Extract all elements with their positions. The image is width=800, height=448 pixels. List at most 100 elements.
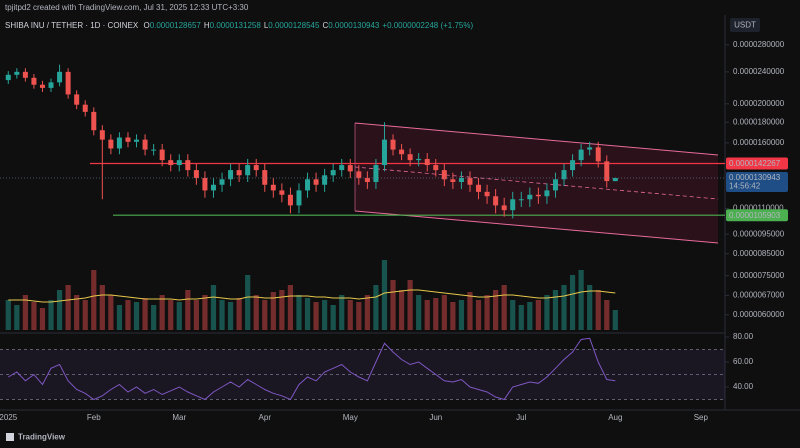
last-price-label: 0.0000130943 [729,173,781,182]
volume-bar [14,305,20,330]
price-tag [726,209,788,222]
volume-bar [304,298,311,330]
volume-bar [339,295,345,330]
candle-body [364,177,370,182]
x-tick-label: Apr [259,413,272,422]
candle-body [142,139,148,150]
candle-body [407,154,413,161]
volume-bar [313,302,319,330]
candle-body [99,130,105,140]
channel-mid [354,166,719,200]
price-tag-label: 0.0000142267 [729,159,781,168]
volume-bar [612,310,618,330]
ohlc-label: L [263,21,269,30]
title: SHIBA INU / TETHER · 1D · COINEX [5,21,139,30]
candle-body [587,147,593,150]
volume-ma [8,289,616,303]
volume-bar [168,300,174,330]
candle-body [339,165,345,171]
x-tick-label: Mar [172,413,186,422]
volume-bar [407,280,413,330]
candle-body [493,196,499,206]
volume-bar [5,300,11,330]
volume-bar [125,300,131,330]
volume-bar [108,295,114,330]
candle-body [210,184,216,191]
volume-bar [604,300,610,330]
x-tick-label: Jun [429,413,442,422]
y-tick-label: 0.0000110000 [733,204,784,213]
ohlc-label: C [322,21,329,30]
volume-bar [433,298,439,330]
currency-box[interactable] [730,18,760,32]
y-tick-label: 0.0000067000 [733,291,785,300]
volume-bar [210,285,217,330]
x-tick-label: 2025 [0,413,18,422]
candle-body [330,170,336,176]
candle-body [296,190,302,206]
volume-bar [587,285,593,330]
volume-bar [39,308,46,330]
volume-bar [578,270,584,330]
candle-body [484,191,490,197]
candle-body [202,177,208,191]
candle-body [510,199,516,211]
candle-body [159,149,165,161]
volume-bar [279,290,285,330]
candle-body [219,179,225,185]
candle-body [74,94,80,105]
volume-bar [31,302,37,330]
candle-body [270,184,276,191]
candle-body [116,137,122,149]
rsi-tick-label: 60.00 [733,357,754,366]
ohlc-label: H [203,21,210,30]
candle-body [39,84,45,88]
volume-bar [193,300,199,330]
y-tick-label: 0.0000240000 [733,67,785,76]
y-tick-label: 0.0000060000 [733,310,785,319]
volume-bar [48,300,54,330]
y-tick-label: 0.0000095000 [733,229,785,238]
volume-bar [253,295,259,330]
volume-bar [202,295,208,330]
volume-bar [133,302,140,330]
volume-bar [467,292,473,330]
volume-bar [99,285,105,330]
volume-bar [245,275,251,330]
volume-bar [424,300,430,330]
x-tick-label: Aug [608,413,622,422]
candle-body [151,149,157,151]
candle-body [322,175,328,185]
y-tick-label: 0.0000160000 [733,138,785,147]
volume-bar [527,302,533,330]
volume-bar [347,300,353,330]
volume-bar [364,295,370,330]
candle-body [450,179,456,182]
candle-body [424,158,430,166]
candle-body [31,77,37,85]
price-tag [726,157,788,170]
x-tick-label: Feb [87,413,101,422]
candle-body [399,149,405,155]
currency: USDT [734,21,756,30]
candle-body [279,190,285,195]
volume-bar [142,298,148,330]
candle-body [535,194,541,197]
volume-bar [390,280,396,330]
last-price-tag [726,172,788,193]
volume-bar [569,275,576,330]
y-tick-label: 0.0000200000 [733,99,785,108]
candle-body [595,147,601,162]
candle-body [193,170,199,178]
candle-body [381,139,387,166]
candle-body [578,149,584,161]
credit: tpjitpd2 created with TradingView.com, J… [5,3,249,12]
countdown: 14:56:42 [729,182,761,191]
candle-body [570,160,576,171]
candle-body [48,82,54,88]
ohlc-value: 0.0000128545 [268,21,320,30]
candle-body [287,194,293,206]
candle-body [185,160,191,171]
